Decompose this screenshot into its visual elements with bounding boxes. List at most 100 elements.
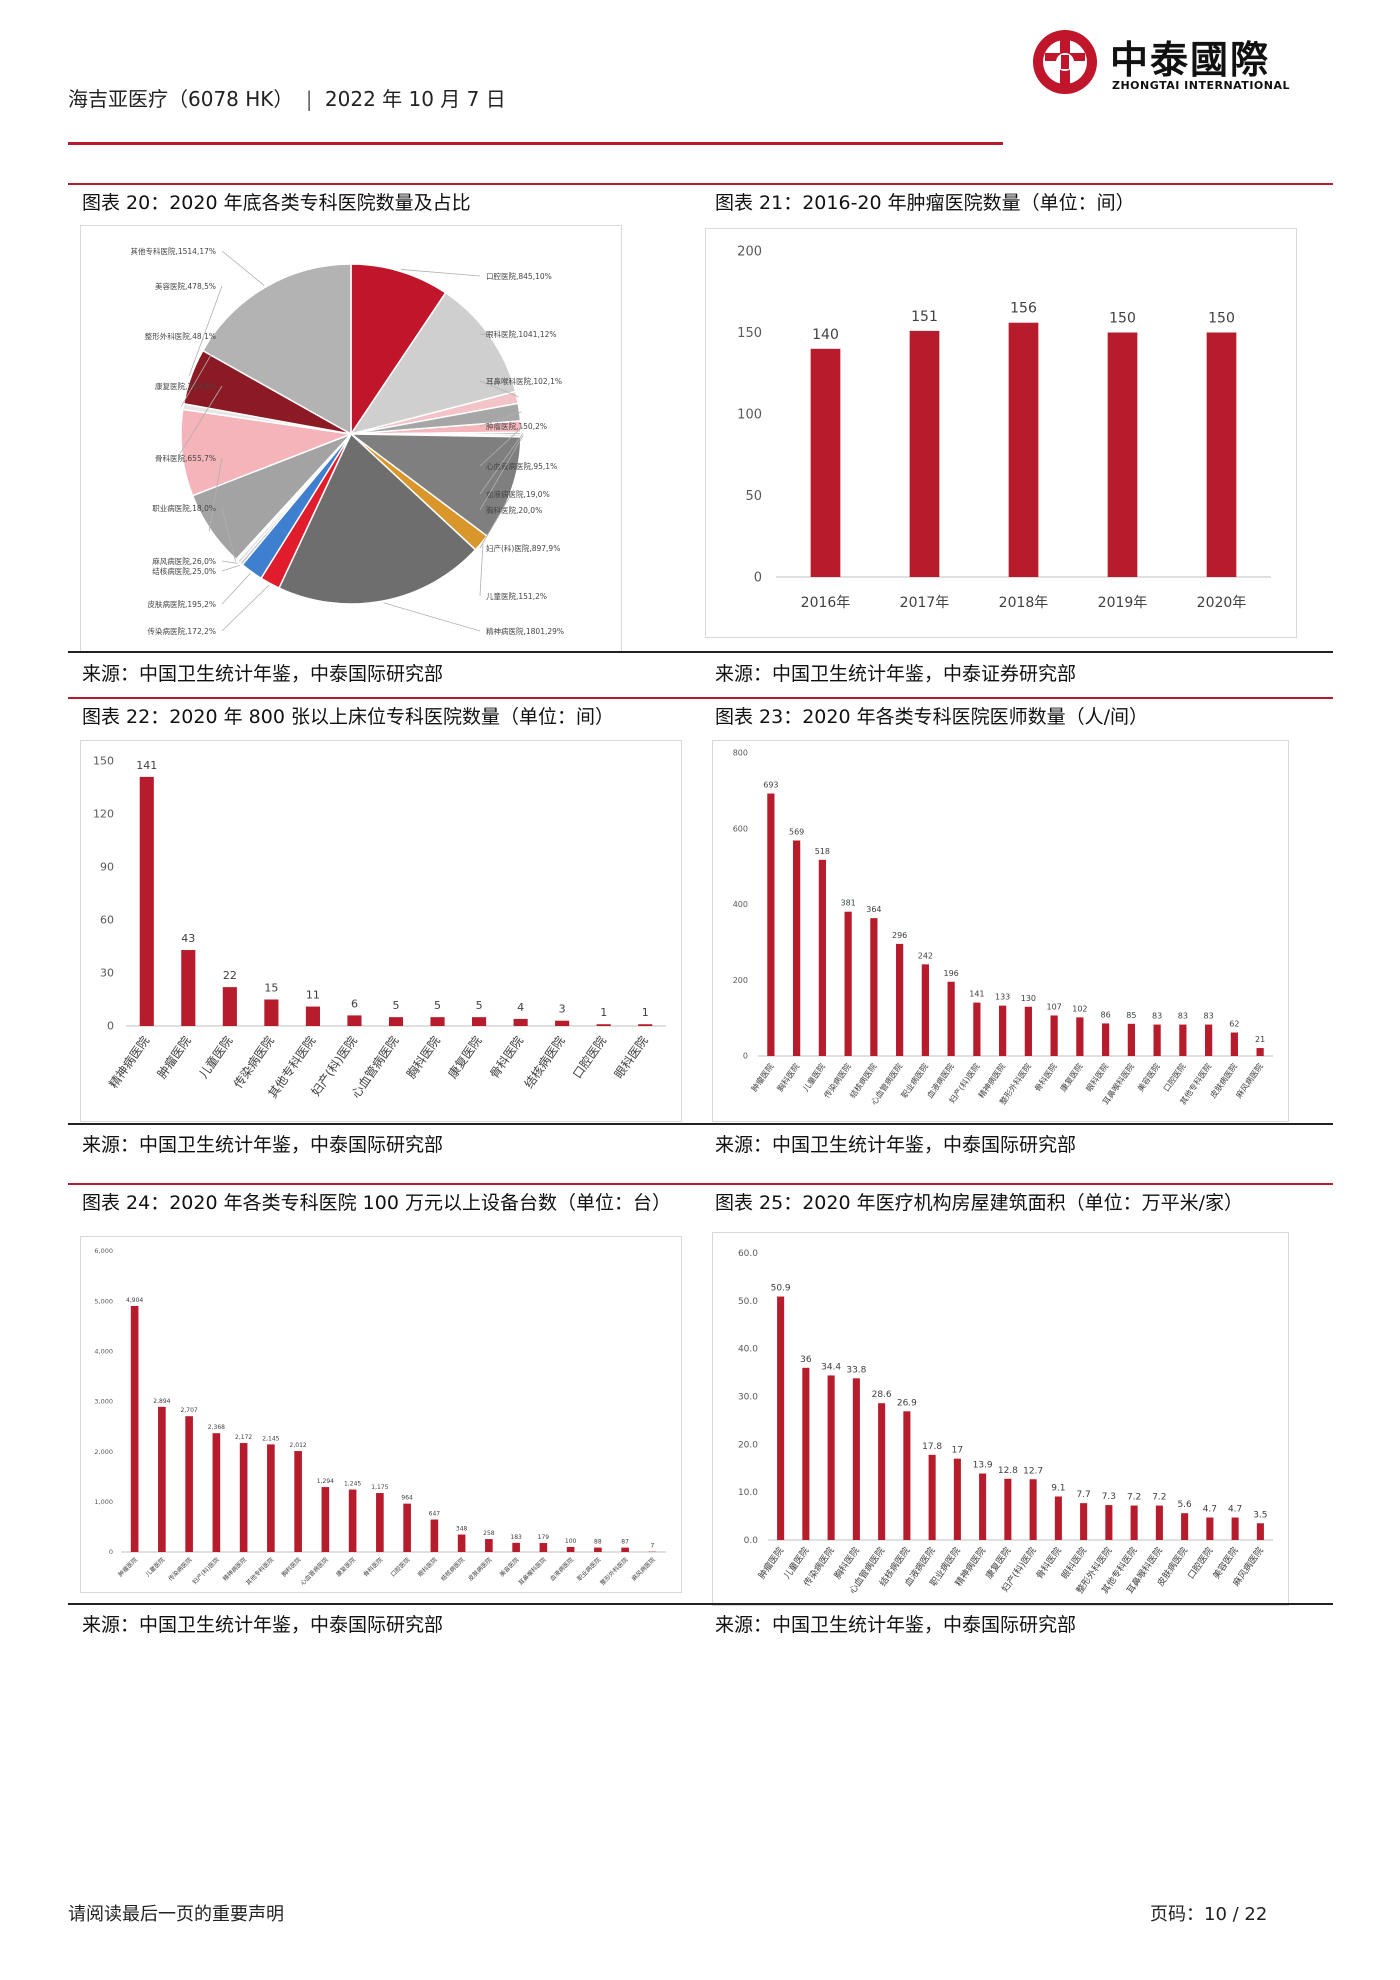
x-tick-label: 口腔医院 [1161,1061,1188,1093]
pie-leader-line [479,380,520,398]
y-tick-label: 30 [100,967,114,980]
bar [347,1015,362,1026]
x-tick-label: 胸科医院 [775,1061,802,1093]
fig25-title: 图表 25：2020 年医疗机构房屋建筑面积（单位：万平米/家） [715,1192,1244,1214]
header-left: 海吉亚医疗（6078 HK） | 2022 年 10 月 7 日 [68,83,506,112]
bar [810,348,841,577]
data-label: 36 [800,1355,812,1365]
x-tick-label: 康复医院 [334,1556,357,1579]
logo-text-en: ZHONGTAI INTERNATIONAL [1112,79,1290,92]
data-label: 26.9 [897,1398,917,1408]
data-label: 7.3 [1102,1492,1116,1502]
pie-leader-line [383,602,481,632]
y-tick-label: 600 [733,824,748,833]
bar [1024,1006,1032,1056]
x-tick-label: 肿瘤医院 [154,1033,194,1081]
bar [596,1024,611,1026]
fig24-title: 图表 24：2020 年各类专科医院 100 万元以上设备台数（单位：台） [82,1192,671,1214]
data-label: 1 [600,1006,607,1019]
pie-data-label: 骨科医院,655,7% [155,453,216,463]
data-label: 17 [952,1446,963,1456]
bar [430,1017,445,1026]
fig25-panel: 0.0 10.0 20.0 30.0 40.0 50.0 60.0 50.9 肿瘤医院 36 儿童医… [712,1232,1289,1606]
data-label: 3.5 [1253,1510,1267,1520]
page-number: 页码：10 / 22 [1150,1904,1268,1925]
bar [158,1406,166,1552]
bar [777,1296,785,1540]
data-label: 62 [1229,1020,1239,1029]
data-label: 1,245 [344,1481,361,1488]
data-label: 5 [476,999,483,1012]
x-tick-label: 精神病医院 [106,1033,153,1091]
data-label: 88 [594,1539,602,1546]
bar [1102,1023,1110,1056]
data-label: 4.7 [1228,1505,1242,1515]
bar [185,1416,193,1552]
bar [376,1493,384,1552]
data-label: 21 [1255,1035,1265,1044]
bar [1206,332,1237,577]
bar [457,1534,466,1552]
x-tick-label: 传染病医院 [230,1033,277,1091]
pie-data-label: 美容医院,478,5% [155,281,216,291]
bar [403,1503,411,1552]
bar [1153,1024,1161,1056]
data-label: 4.7 [1203,1505,1217,1515]
y-tick-label: 200 [733,976,748,985]
x-tick-label: 美容医院 [498,1556,521,1579]
header-red-line [68,142,1003,145]
data-label: 569 [789,827,804,836]
bar [212,1433,221,1552]
data-label: 9.1 [1051,1483,1065,1493]
data-label: 150 [1109,311,1136,327]
data-label: 196 [943,969,958,978]
x-tick-label: 眼科医院 [612,1034,651,1081]
x-tick-label: 骨科医院 [362,1556,385,1579]
data-label: 151 [911,309,938,325]
data-label: 364 [866,905,881,914]
data-label: 33.8 [846,1365,866,1375]
data-label: 2,707 [181,1407,198,1414]
row2-top-line [68,697,1333,699]
bar [267,1444,275,1552]
x-tick-label: 肿瘤医院 [749,1061,776,1093]
x-tick-label: 肿瘤医院 [116,1556,139,1579]
pie-data-label: 整形外科医院,48,1% [145,331,216,341]
data-label: 140 [812,327,839,343]
fig20-panel: 口腔医院,845,10% 眼科医院,1041,12% 耳鼻喉科医院,102,1% 肿瘤… [80,225,622,652]
data-label: 2,172 [235,1434,252,1441]
pie-data-label: 其他专科医院,1514,17% [130,246,216,256]
pie-slice [350,263,447,437]
data-label: 296 [892,931,907,940]
data-label: 5 [393,999,400,1012]
bar [979,1473,987,1540]
y-tick-label: 120 [93,808,114,821]
x-tick-label: 整形外科医院 [598,1556,629,1587]
pie-data-label: 职业病医院,18,0% [152,503,216,513]
x-tick-label: 2019年 [1098,595,1148,611]
bar [1206,1517,1214,1540]
data-label: 15 [264,982,278,995]
fig24-panel: 0 1,000 2,000 3,000 4,000 5,000 6,000 4,904 肿瘤医院… [80,1236,682,1593]
bar [305,1006,320,1026]
pie-data-label: 血液病医院,19,0% [486,489,550,499]
bar [1076,1017,1084,1056]
pie-leader-line [221,573,251,605]
x-tick-label: 眼科医院 [1084,1061,1111,1093]
bar [1004,1478,1012,1540]
data-label: 647 [429,1511,441,1518]
bar [348,1489,357,1552]
y-tick-label: 60.0 [738,1249,758,1259]
fig21-panel: 0 50 100 150 200 140 2016年 151 2017年 156 2018年 150 2… [705,228,1297,638]
fig22-panel: 0 30 60 90 120 150 141 精神病医院 43 肿瘤医院 22 儿童医院 15 传染病医院… [80,740,682,1122]
pie-data-label: 麻风病医院,26,0% [152,556,216,566]
pie-data-label: 耳鼻喉科医院,102,1% [486,376,562,386]
x-tick-label: 妇产(科)医院 [191,1556,221,1586]
pie-slice [278,432,477,605]
y-tick-label: 1,000 [94,1498,113,1506]
x-tick-label: 结核病医院 [521,1033,568,1091]
x-tick-label: 2017年 [900,595,950,611]
bar [430,1519,439,1552]
bar [852,1378,860,1540]
x-tick-label: 儿童医院 [800,1061,827,1093]
